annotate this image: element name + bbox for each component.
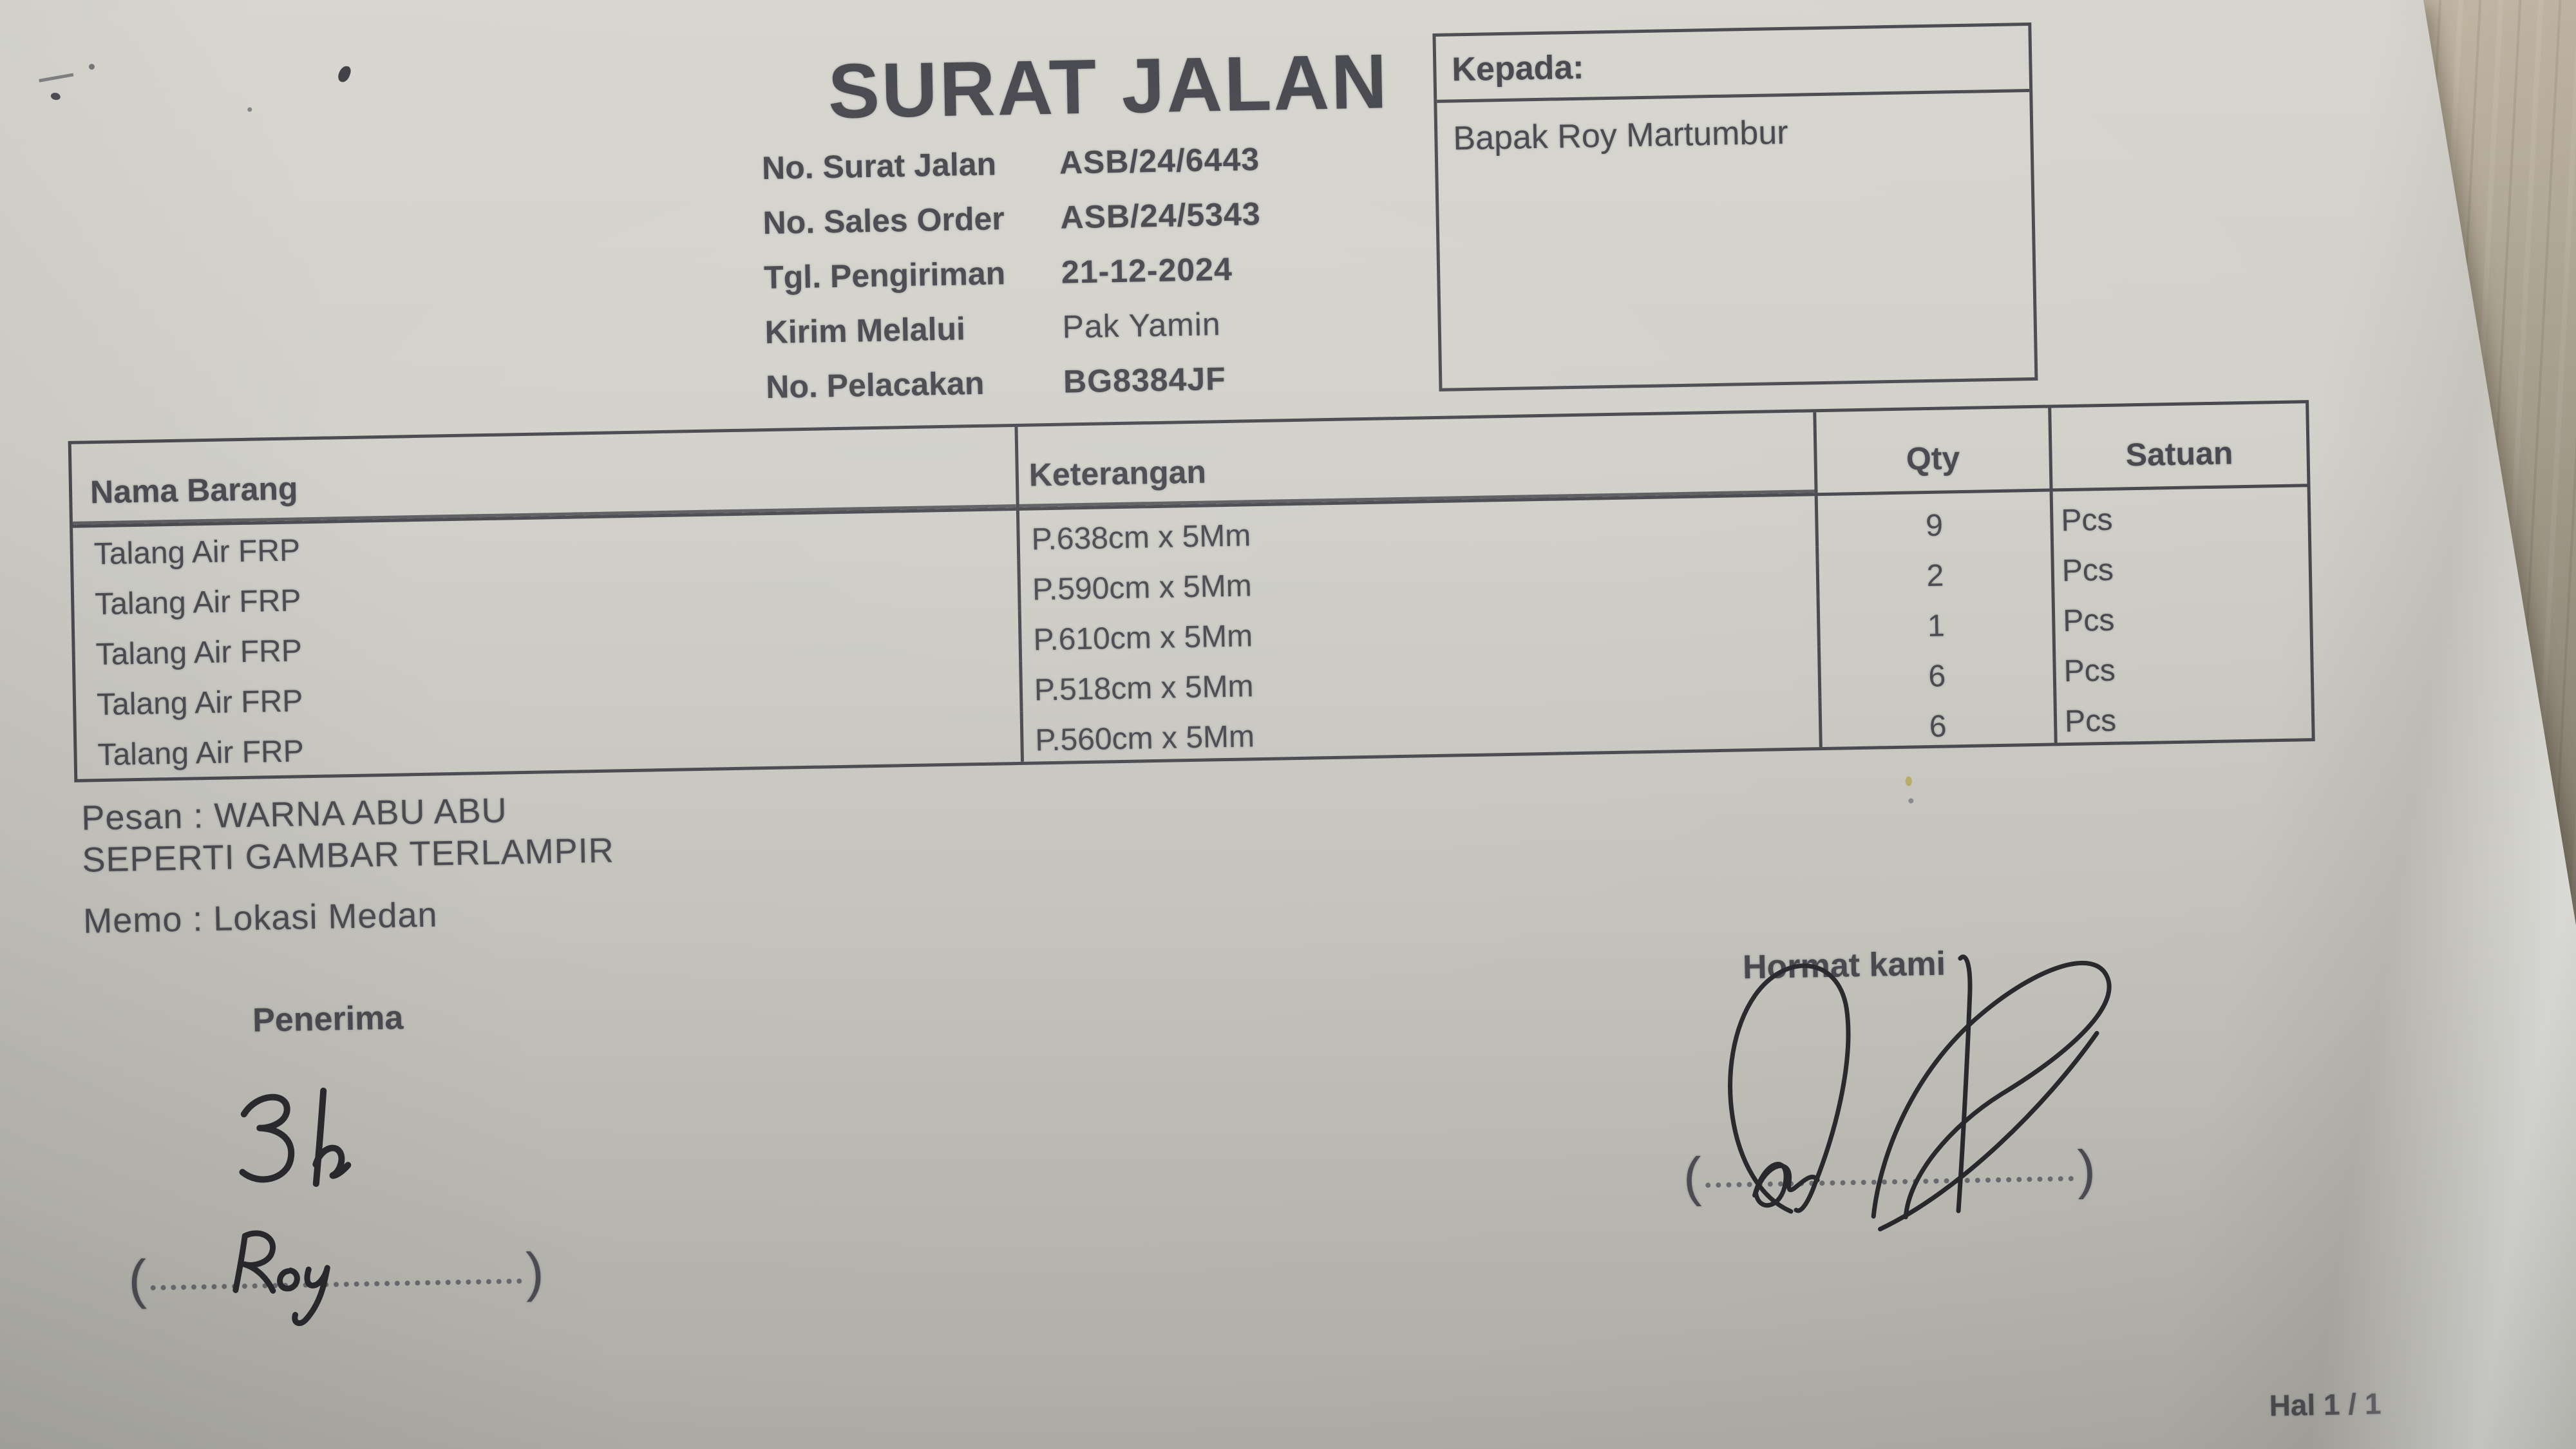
meta-row: Kirim Melalui Pak Yamin — [764, 305, 1264, 368]
item-unit: Pcs — [2049, 487, 2308, 542]
ink-speck — [336, 64, 353, 84]
items-table: Nama Barang Keterangan Qty Satuan Talang… — [68, 400, 2315, 782]
item-qty: 9 — [1814, 491, 2051, 547]
item-unit: Pcs — [2052, 638, 2311, 693]
meta-value: ASB/24/5343 — [1059, 195, 1262, 236]
ink-speck — [88, 64, 95, 70]
meta-label: Kirim Melalui — [764, 310, 966, 351]
meta-label: Tgl. Pengiriman — [763, 255, 1006, 296]
meta-label: No. Pelacakan — [765, 365, 985, 406]
col-header-satuan: Satuan — [2048, 403, 2307, 492]
meta-row: No. Surat Jalan ASB/24/6443 — [762, 140, 1261, 204]
page-number: Hal 1 / 1 — [2269, 1387, 2382, 1423]
item-qty: 6 — [1818, 692, 2054, 748]
meta-row: No. Pelacakan BG8384JF — [766, 359, 1265, 423]
meta-value: ASB/24/6443 — [1059, 140, 1260, 181]
meta-label: No. Sales Order — [762, 200, 1005, 242]
pesan-line-1: Pesan : WARNA ABU ABU — [80, 791, 508, 838]
meta-value: Pak Yamin — [1062, 306, 1222, 345]
memo-line: Memo : Lokasi Medan — [82, 895, 439, 941]
penerima-label: Penerima — [252, 999, 404, 1039]
yellow-speck — [1905, 776, 1912, 786]
recipient-label: Kepada: — [1435, 26, 2030, 103]
document-meta-fields: No. Surat Jalan ASB/24/6443 No. Sales Or… — [762, 140, 1265, 423]
open-paren: ( — [128, 1248, 147, 1310]
recipient-name: Bapak Roy Martumbur — [1452, 113, 1789, 158]
meta-row: Tgl. Pengiriman 21-12-2024 — [764, 250, 1263, 314]
item-unit: Pcs — [2053, 688, 2312, 743]
meta-value: 21-12-2024 — [1061, 251, 1233, 290]
ink-speck — [247, 107, 252, 112]
item-qty: 1 — [1816, 592, 2052, 647]
item-unit: Pcs — [2050, 537, 2309, 592]
ink-speck — [50, 91, 61, 101]
item-unit: Pcs — [2051, 587, 2310, 643]
pesan-line-2: SEPERTI GAMBAR TERLAMPIR — [82, 831, 615, 880]
penerima-handwritten-name-roy — [232, 1230, 330, 1327]
penerima-initials-signature — [239, 1087, 352, 1188]
hormat-kami-signature — [1728, 954, 2112, 1232]
meta-label: No. Surat Jalan — [761, 146, 997, 187]
recipient-box: Kepada: Bapak Roy Martumbur — [1432, 22, 2038, 392]
item-qty: 2 — [1815, 542, 2052, 597]
item-qty: 6 — [1817, 642, 2054, 697]
ink-speck — [1908, 798, 1914, 804]
col-header-qty: Qty — [1813, 408, 2050, 497]
document-title: SURAT JALAN — [827, 38, 1390, 135]
col-header-keterangan: Keterangan — [1014, 412, 1815, 511]
meta-row: No. Sales Order ASB/24/5343 — [762, 195, 1262, 259]
close-paren: ) — [525, 1241, 545, 1303]
ink-speck — [39, 73, 74, 82]
meta-value: BG8384JF — [1063, 360, 1227, 400]
